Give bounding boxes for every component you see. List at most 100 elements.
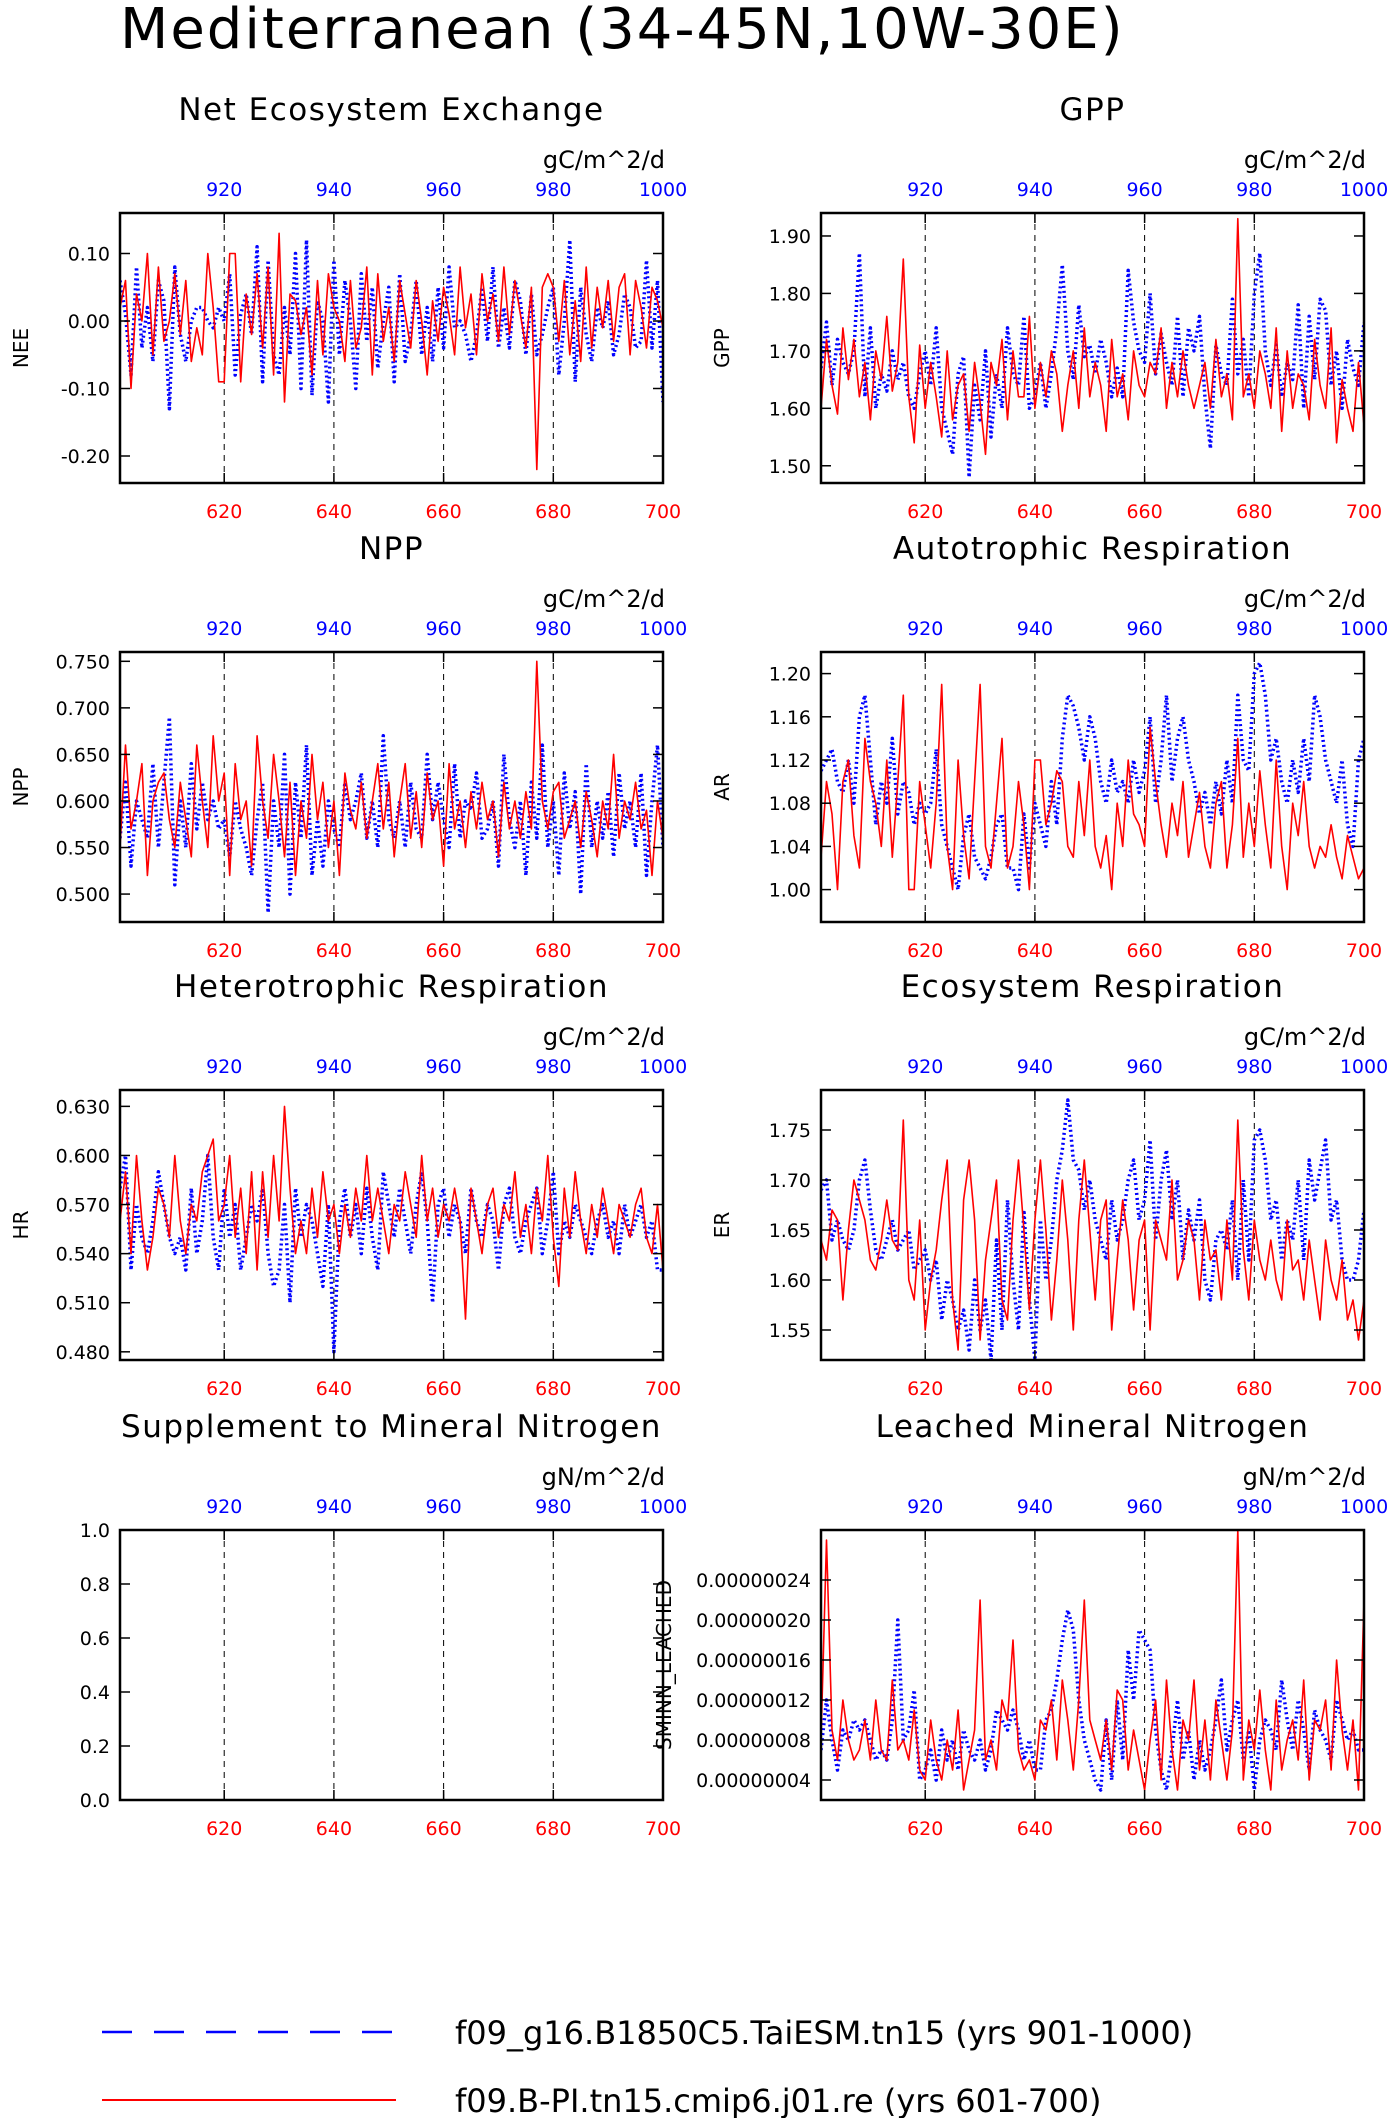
y-tick-label: 1.70 [769,1170,811,1192]
x-tick-label-bottom: 660 [425,1378,461,1400]
y-tick-label: 1.08 [769,793,811,815]
x-tick-label-bottom: 640 [316,1818,352,1840]
y-axis-label: GPP [710,328,734,368]
x-tick-label-top: 940 [316,1056,352,1078]
x-tick-label-bottom: 620 [206,1818,242,1840]
y-tick-label: 0.480 [56,1342,110,1364]
y-tick-label: 0.00 [68,311,110,333]
y-tick-label: 0.00000012 [696,1690,811,1712]
y-tick-label: 1.90 [769,226,811,248]
y-tick-label: 0.510 [56,1293,110,1315]
plot-frame [118,1528,665,1802]
y-tick-label: 0.8 [80,1574,110,1596]
x-tick-label-top: 960 [1126,618,1162,640]
x-tick-label-bottom: 680 [1236,501,1272,523]
legend-label-model2: f09.B-PI.tn15.cmip6.j01.re (yrs 601-700) [455,2082,1101,2118]
x-tick-label-top: 980 [1236,1056,1272,1078]
y-tick-label: 1.16 [769,707,811,729]
x-tick-label-top: 920 [907,1496,943,1518]
x-tick-label-bottom: 660 [1126,1818,1162,1840]
series-line-cmip6 [120,232,663,471]
x-tick-label-top: 940 [1017,1496,1053,1518]
x-tick-label-bottom: 640 [1017,501,1053,523]
x-tick-label-bottom: 620 [206,1378,242,1400]
x-tick-label-top: 1000 [639,1056,687,1078]
x-tick-label-top: 980 [1236,1496,1272,1518]
x-tick-label-bottom: 700 [645,1378,681,1400]
x-tick-label-top: 920 [206,618,242,640]
x-tick-label-top: 960 [425,1056,461,1078]
y-tick-label: 0.00000020 [696,1610,811,1632]
units-label: gC/m^2/d [1244,585,1366,613]
y-tick-label: 0.600 [56,791,110,813]
x-tick-label-top: 940 [316,1496,352,1518]
x-tick-label-top: 1000 [639,179,687,201]
units-label: gC/m^2/d [543,146,665,174]
units-label: gN/m^2/d [1243,1463,1366,1491]
legend-entry: f09.B-PI.tn15.cmip6.j01.re (yrs 601-700) [102,2082,1101,2118]
series-line-cmip6 [821,217,1364,456]
chart-panel-nee: Net Ecosystem Exchange gC/m^2/d NEE 0.10 0.0… [9,92,687,523]
x-tick-label-bottom: 660 [1126,940,1162,962]
x-tick-label-bottom: 660 [1126,501,1162,523]
y-tick-label: 0.0 [80,1790,110,1812]
y-tick-label: 0.750 [56,651,110,673]
y-tick-label: 0.10 [68,244,110,266]
x-tick-label-bottom: 660 [425,501,461,523]
y-tick-label: 1.50 [769,456,811,478]
x-tick-label-bottom: 680 [535,1378,571,1400]
x-tick-label-bottom: 640 [316,501,352,523]
legend-entry: f09_g16.B1850C5.TaiESM.tn15 (yrs 901-100… [102,2014,1193,2052]
y-tick-label: 0.700 [56,698,110,720]
x-tick-label-top: 940 [1017,179,1053,201]
x-tick-label-bottom: 640 [1017,1818,1053,1840]
x-tick-label-bottom: 660 [1126,1378,1162,1400]
units-label: gC/m^2/d [1244,146,1366,174]
series-line-cmip6 [821,1119,1364,1351]
y-axis-label: NEE [9,328,33,368]
panel-title: Supplement to Mineral Nitrogen [121,1409,662,1445]
chart-panel-supplement_to_sminn: Supplement to Mineral NitrogengN/m^2/dSU… [80,1409,687,1840]
y-tick-label: 0.500 [56,884,110,906]
x-tick-label-top: 980 [535,179,571,201]
x-tick-label-bottom: 620 [206,940,242,962]
x-tick-label-bottom: 640 [1017,940,1053,962]
y-tick-label: 0.630 [56,1096,110,1118]
x-tick-label-top: 980 [1236,618,1272,640]
x-tick-label-bottom: 660 [425,940,461,962]
panel-title: GPP [1060,92,1126,128]
y-axis-label: NPP [9,767,33,806]
x-tick-label-top: 980 [535,1496,571,1518]
x-tick-label-bottom: 700 [1346,1818,1382,1840]
x-tick-label-bottom: 680 [535,501,571,523]
y-tick-label: 1.70 [769,341,811,363]
y-tick-label: 1.80 [769,283,811,305]
x-tick-label-bottom: 680 [1236,940,1272,962]
x-tick-label-bottom: 620 [907,940,943,962]
panel-title: Net Ecosystem Exchange [178,92,604,128]
x-tick-label-top: 960 [425,1496,461,1518]
chart-panel-gpp: GPP gC/m^2/d GPP 1.90 1.80 1.70 1.60 1.50 620 640… [710,92,1388,523]
plot-frame [118,650,665,924]
x-tick-label-top: 920 [907,179,943,201]
x-tick-label-top: 1000 [639,618,687,640]
page-title: Mediterranean (34-45N,10W-30E) [120,0,1125,62]
x-tick-label-top: 1000 [639,1496,687,1518]
x-tick-label-top: 1000 [1340,618,1388,640]
x-tick-label-top: 960 [1126,179,1162,201]
y-tick-label: 1.04 [769,836,811,858]
x-tick-label-top: 920 [206,179,242,201]
y-tick-label: 0.540 [56,1244,110,1266]
series-line-cmip6 [120,1105,663,1320]
x-tick-label-top: 980 [1236,179,1272,201]
panel-title: Leached Mineral Nitrogen [876,1409,1310,1445]
x-tick-label-top: 960 [1126,1056,1162,1078]
chart-panel-npp: NPP gC/m^2/d NPP 0.750 0.700 0.650 0.600 0.550 0… [9,531,687,962]
y-tick-label: 0.00000008 [696,1730,811,1752]
x-tick-label-bottom: 700 [1346,940,1382,962]
plot-frame [819,211,1366,485]
series-line-taiesm [120,238,663,411]
x-tick-label-bottom: 700 [645,1818,681,1840]
series-line-cmip6 [120,660,663,877]
